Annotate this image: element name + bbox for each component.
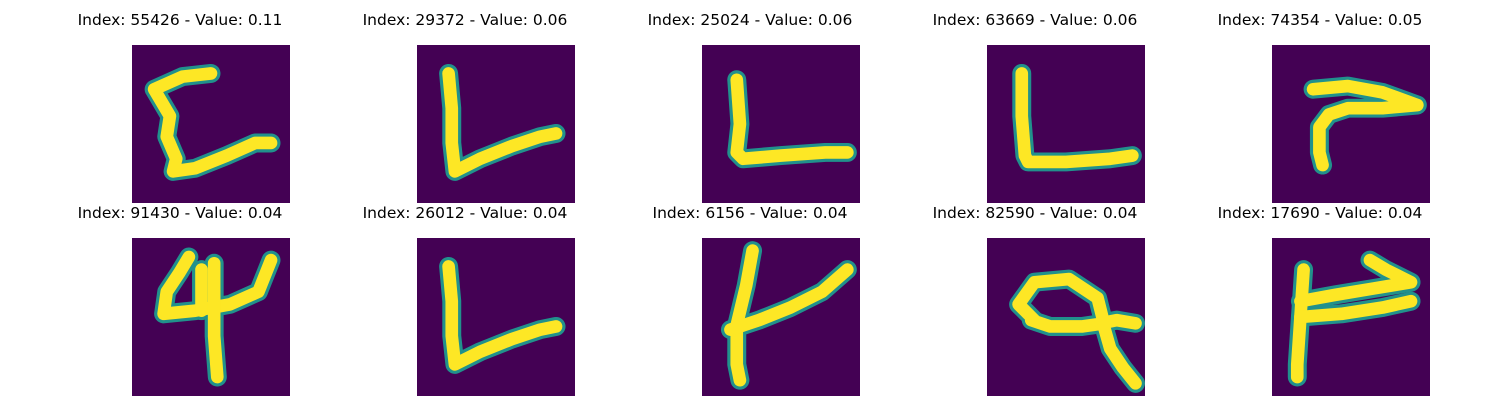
grid-panel: Index: 25024 - Value: 0.06: [600, 10, 900, 203]
panel-image: [132, 45, 290, 203]
glyph-stroke: [730, 73, 854, 166]
glyph-stroke: [1097, 320, 1142, 390]
glyph-stroke: [1294, 294, 1418, 324]
panel-title: Index: 82590 - Value: 0.04: [932, 204, 1138, 222]
panel-image: [702, 238, 860, 396]
grid-panel: Index: 29372 - Value: 0.06: [315, 10, 615, 203]
panel-title: Index: 29372 - Value: 0.06: [362, 11, 568, 29]
panel-title: Index: 74354 - Value: 0.05: [1217, 11, 1423, 29]
panel-title: Index: 91430 - Value: 0.04: [77, 204, 283, 222]
glyph-stroke: [442, 67, 563, 178]
grid-panel: Index: 82590 - Value: 0.04: [885, 203, 1185, 396]
grid-panel: Index: 63669 - Value: 0.06: [885, 10, 1185, 203]
panel-image: [987, 45, 1145, 203]
panel-image: [132, 238, 290, 396]
grid-panel: Index: 6156 - Value: 0.04: [600, 203, 900, 396]
panel-image: [987, 238, 1145, 396]
glyph-stroke: [1012, 272, 1111, 333]
grid-panel: Index: 55426 - Value: 0.11: [30, 10, 330, 203]
glyph-stroke: [442, 260, 563, 371]
panel-image: [1272, 45, 1430, 203]
image-background: [1272, 45, 1430, 203]
glyph-stroke: [1015, 67, 1139, 169]
panel-title: Index: 26012 - Value: 0.04: [362, 204, 568, 222]
grid-panel: Index: 74354 - Value: 0.05: [1170, 10, 1470, 203]
image-background: [987, 45, 1145, 203]
panel-title: Index: 17690 - Value: 0.04: [1217, 204, 1423, 222]
panel-image: [417, 45, 575, 203]
panel-image: [702, 45, 860, 203]
glyph-stroke: [207, 256, 224, 384]
glyph-stroke: [1294, 253, 1418, 308]
panel-image: [417, 238, 575, 396]
glyph-stroke: [1306, 79, 1424, 172]
glyph-stroke: [157, 250, 278, 321]
glyph-stroke: [147, 67, 278, 178]
panel-title: Index: 6156 - Value: 0.04: [652, 204, 848, 222]
panel-image: [1272, 238, 1430, 396]
panel-title: Index: 25024 - Value: 0.06: [647, 11, 853, 29]
grid-panel: Index: 91430 - Value: 0.04: [30, 203, 330, 396]
grid-panel: Index: 26012 - Value: 0.04: [315, 203, 615, 396]
panel-title: Index: 55426 - Value: 0.11: [77, 11, 283, 29]
glyph-stroke: [1290, 263, 1310, 384]
image-background: [702, 45, 860, 203]
grid-panel: Index: 17690 - Value: 0.04: [1170, 203, 1470, 396]
panel-title: Index: 63669 - Value: 0.06: [932, 11, 1138, 29]
glyph-stroke: [724, 263, 854, 336]
